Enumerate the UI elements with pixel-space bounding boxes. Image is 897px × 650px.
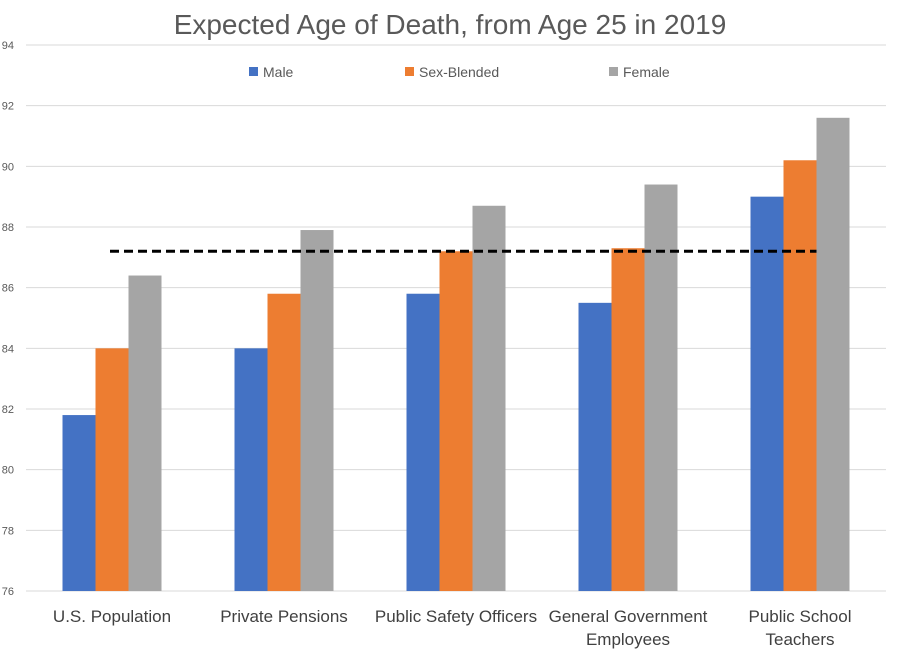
legend-label: Sex-Blended [419, 64, 499, 80]
x-category-label: U.S. Population [53, 607, 171, 626]
legend: Male Sex-Blended Female [249, 64, 670, 80]
x-category-label: Teachers [766, 630, 835, 649]
legend-label: Male [263, 64, 294, 80]
legend-swatch [249, 67, 258, 76]
bar-male [750, 196, 784, 591]
x-axis-categories: U.S. Population Private Pensions Public Sa… [53, 607, 852, 649]
bar-female [644, 184, 678, 592]
legend-label: Female [623, 64, 670, 80]
chart-title: Expected Age of Death, from Age 25 in 20… [174, 9, 727, 40]
bar-female [472, 205, 506, 591]
y-tick-label: 86 [2, 283, 14, 295]
y-tick-label: 84 [2, 343, 14, 355]
bar-female [816, 117, 850, 592]
x-category-label: Public School [748, 607, 851, 626]
x-category-label: Employees [586, 630, 670, 649]
y-tick-label: 82 [2, 404, 14, 416]
bar-sex-blended [267, 293, 301, 591]
y-tick-label: 78 [2, 525, 14, 537]
y-tick-label: 80 [2, 465, 14, 477]
bar-male [62, 415, 96, 591]
y-axis-ticks: 76 78 80 82 84 86 88 90 92 94 [2, 40, 14, 598]
y-tick-label: 76 [2, 586, 14, 598]
bars [62, 117, 850, 592]
legend-swatch [405, 67, 414, 76]
y-tick-label: 90 [2, 161, 14, 173]
bar-sex-blended [439, 251, 473, 591]
bar-female [128, 275, 162, 591]
legend-swatch [609, 67, 618, 76]
bar-sex-blended [95, 348, 129, 591]
bar-sex-blended [783, 160, 817, 591]
bar-male [234, 348, 268, 591]
bar-male [406, 293, 440, 591]
x-category-label: General Government [549, 607, 708, 626]
bar-female [300, 230, 334, 592]
y-tick-label: 88 [2, 222, 14, 234]
x-category-label: Private Pensions [220, 607, 348, 626]
x-category-label: Public Safety Officers [375, 607, 537, 626]
y-tick-label: 94 [2, 40, 14, 52]
bar-sex-blended [611, 248, 645, 591]
bar-male [578, 302, 612, 591]
y-tick-label: 92 [2, 101, 14, 113]
